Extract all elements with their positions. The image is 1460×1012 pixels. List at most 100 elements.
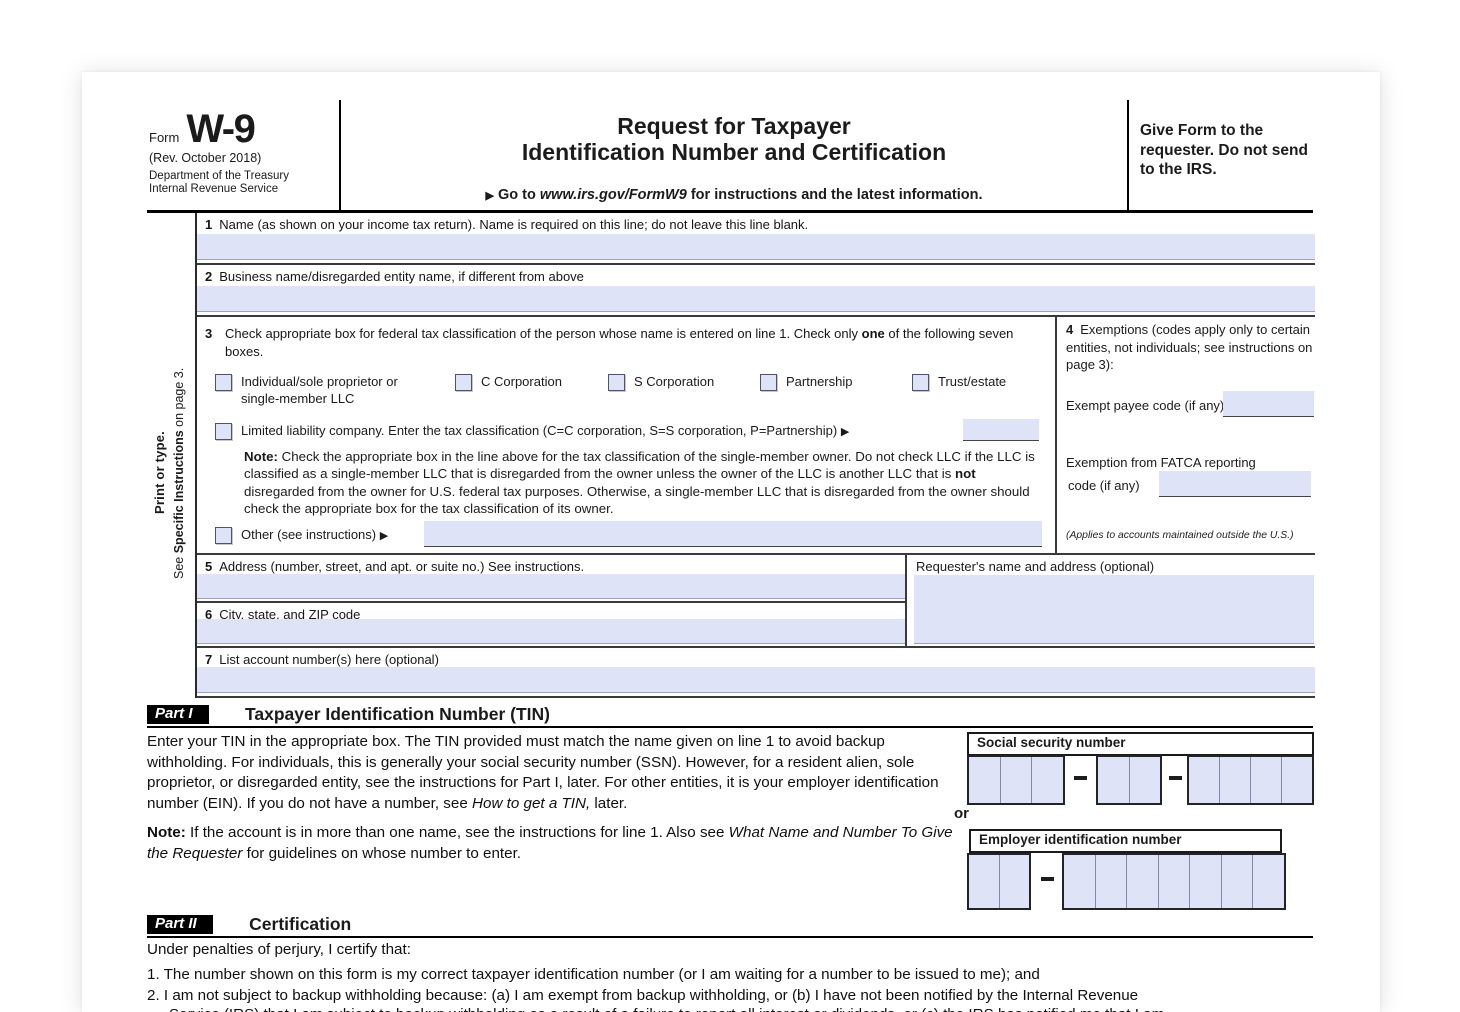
- option-s-corporation-label: S Corporation: [634, 374, 715, 389]
- line3-text-pre: Check appropriate box for federal tax cl…: [225, 326, 862, 341]
- certification-item-2-line1: 2. I am not subject to backup withholdin…: [147, 987, 1139, 1004]
- line7-row: 7 List account number(s) here (optional): [197, 648, 1315, 698]
- tin-digit-cell[interactable]: [1128, 757, 1161, 803]
- city-state-zip-input-field[interactable]: [197, 619, 905, 644]
- form-word: Form: [149, 130, 180, 145]
- llc-classification-input[interactable]: [963, 419, 1039, 441]
- part2-header-bar: Part II Certification: [147, 915, 1313, 938]
- llc-note-bold: not: [955, 466, 976, 482]
- ssn-dash-1: [1074, 776, 1087, 780]
- line5-text: Address (number, street, and apt. or sui…: [219, 559, 585, 574]
- line4-text: Exemptions (codes apply only to certain …: [1066, 322, 1313, 372]
- option-c-corporation-label: C Corporation: [481, 374, 562, 389]
- line7-text: List account number(s) here (optional): [219, 652, 439, 667]
- tin-digit-cell[interactable]: [1189, 757, 1219, 803]
- line3-label: 3 Check appropriate box for federal tax c…: [197, 321, 1037, 361]
- tin-digit-cell[interactable]: [969, 757, 1000, 803]
- goto-text-post: for instructions and the latest informat…: [686, 187, 983, 203]
- part1-paragraph: Enter your TIN in the appropriate box. T…: [147, 732, 962, 814]
- sidebar-see-instructions: See Specific Instructions on page 3.: [172, 310, 186, 636]
- tin-digit-cell[interactable]: [1189, 855, 1221, 908]
- give-form-notice: Give Form to the requester. Do not send …: [1127, 100, 1313, 210]
- line7-number: 7: [205, 652, 213, 667]
- part1-note-italic: What Name and Number To Give the Request…: [147, 824, 953, 862]
- certification-intro: Under penalties of perjury, I certify th…: [147, 941, 411, 958]
- checkbox-individual-sole-proprietor[interactable]: [215, 374, 232, 391]
- name-input-field[interactable]: [197, 234, 1315, 260]
- checkbox-partnership[interactable]: [760, 374, 777, 391]
- tin-digit-cell[interactable]: [1094, 855, 1127, 908]
- address-input-field[interactable]: [197, 574, 905, 599]
- line5-number: 5: [205, 559, 213, 574]
- department-line: Department of the Treasury: [149, 170, 289, 182]
- tin-digit-cell[interactable]: [969, 855, 999, 908]
- tin-digit-cell[interactable]: [999, 757, 1032, 803]
- line2-label: 2 Business name/disregarded entity name, …: [197, 265, 1315, 284]
- service-line: Internal Revenue Service: [149, 183, 279, 195]
- ssn-group-3[interactable]: [1187, 755, 1314, 805]
- line7-label: 7 List account number(s) here (optional): [197, 648, 1315, 667]
- checkbox-other[interactable]: [215, 527, 232, 544]
- exempt-payee-label: Exempt payee code (if any): [1066, 398, 1225, 413]
- tin-digit-cell[interactable]: [1281, 757, 1312, 803]
- part1-note: Note: If the account is in more than one…: [147, 823, 962, 864]
- line3-row: 3 Check appropriate box for federal tax c…: [197, 317, 1315, 555]
- tin-digit-cell[interactable]: [1126, 855, 1158, 908]
- line4-label: 4 Exemptions (codes apply only to certain…: [1066, 321, 1316, 374]
- form-header: Form W-9 (Rev. October 2018) Department o…: [147, 100, 1313, 213]
- checkbox-llc[interactable]: [215, 423, 232, 440]
- part1-instructions: Enter your TIN in the appropriate box. T…: [147, 732, 962, 865]
- form-number-block: Form W-9 (Rev. October 2018) Department o…: [147, 100, 339, 210]
- applies-note: (Applies to accounts maintained outside …: [1066, 530, 1294, 541]
- part1-note-pre: If the account is in more than one name,…: [185, 824, 729, 842]
- llc-note: Note: Check the appropriate box in the l…: [244, 448, 1046, 517]
- option-c-corporation: C Corporation: [455, 372, 562, 391]
- ein-group-1[interactable]: [967, 853, 1031, 910]
- sidebar-specific-instructions: Specific Instructions: [172, 429, 186, 553]
- certification-item-2-line2: Service (IRS) that I am subject to backu…: [169, 1006, 1164, 1012]
- form-title-line2: Identification Number and Certification: [521, 139, 947, 165]
- tin-digit-cell[interactable]: [1219, 757, 1250, 803]
- account-numbers-input-field[interactable]: [197, 667, 1315, 693]
- tin-digit-cell[interactable]: [998, 855, 1030, 908]
- option-partnership: Partnership: [760, 372, 852, 391]
- line5-label: 5 Address (number, street, and apt. or su…: [197, 555, 905, 574]
- form-title-line1: Request for Taxpayer: [617, 113, 851, 139]
- line3-number: 3: [205, 326, 213, 341]
- tin-digit-cell[interactable]: [1157, 855, 1190, 908]
- requester-column: Requester's name and address (optional): [907, 555, 1315, 646]
- tin-digit-cell[interactable]: [1064, 855, 1095, 908]
- tin-digit-cell[interactable]: [1098, 757, 1129, 803]
- requester-label: Requester's name and address (optional): [916, 559, 1155, 574]
- tin-digit-cell[interactable]: [1031, 757, 1063, 803]
- tin-digit-cell[interactable]: [1252, 855, 1284, 908]
- option-llc: Limited liability company. Enter the tax…: [215, 421, 986, 441]
- certification-item-1: 1. The number shown on this form is my c…: [147, 966, 1040, 983]
- fatca-label-line1: Exemption from FATCA reporting: [1066, 455, 1256, 470]
- business-name-input-field[interactable]: [197, 286, 1315, 312]
- or-label: or: [954, 805, 969, 822]
- checkbox-s-corporation[interactable]: [608, 374, 625, 391]
- ein-dash: [1041, 877, 1054, 881]
- tin-digit-cell[interactable]: [1250, 757, 1281, 803]
- line2-number: 2: [205, 269, 213, 284]
- llc-note-pre: Check the appropriate box in the line ab…: [244, 449, 1035, 482]
- line6-text: City, state, and ZIP code: [219, 607, 361, 622]
- fatca-code-input[interactable]: [1159, 471, 1311, 497]
- option-other: Other (see instructions) ▶: [215, 525, 388, 545]
- w9-form-page: Form W-9 (Rev. October 2018) Department o…: [82, 72, 1380, 1012]
- ein-group-2[interactable]: [1062, 853, 1286, 910]
- form-revision: (Rev. October 2018): [149, 151, 262, 165]
- other-classification-input[interactable]: [424, 521, 1042, 547]
- ssn-group-1[interactable]: [967, 755, 1065, 805]
- tin-digit-cell[interactable]: [1220, 855, 1253, 908]
- exempt-payee-code-input[interactable]: [1223, 391, 1314, 417]
- line6-label: 6 City, state, and ZIP code: [197, 603, 905, 622]
- checkbox-c-corporation[interactable]: [455, 374, 472, 391]
- part2-tag: Part II: [147, 915, 213, 934]
- ssn-group-2[interactable]: [1096, 755, 1162, 805]
- line4-number: 4: [1066, 322, 1074, 337]
- llc-note-post: disregarded from the owner for U.S. fede…: [244, 483, 1030, 516]
- checkbox-trust-estate[interactable]: [912, 374, 929, 391]
- requester-name-address-input[interactable]: [914, 575, 1314, 644]
